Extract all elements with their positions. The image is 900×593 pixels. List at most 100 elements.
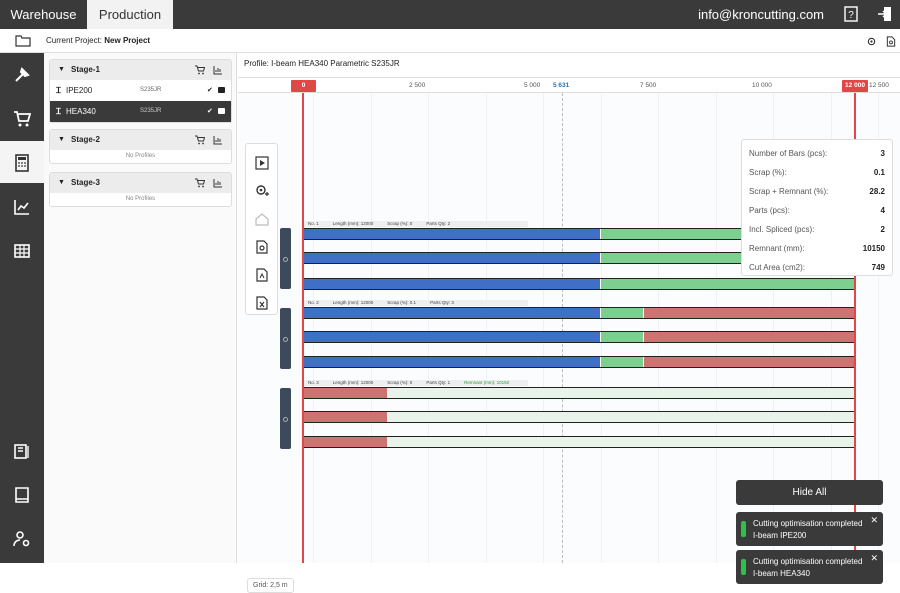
hide-all-button[interactable]: Hide All: [736, 480, 883, 505]
part-segment[interactable]: [304, 437, 387, 447]
logout-icon[interactable]: [877, 6, 893, 22]
part-segment[interactable]: [304, 357, 600, 367]
chevron-down-icon[interactable]: ▼: [58, 179, 65, 186]
part-segment[interactable]: [304, 388, 387, 398]
empty-stage-text: No Profiles: [125, 153, 156, 159]
part-segment[interactable]: [601, 357, 643, 367]
group-toggle-button[interactable]: [280, 388, 291, 449]
help-icon[interactable]: ?: [843, 6, 859, 22]
nav-tools[interactable]: [0, 53, 44, 95]
nav-cart[interactable]: [0, 97, 44, 139]
chart-icon[interactable]: [213, 65, 223, 75]
nav-user-settings[interactable]: [0, 517, 44, 559]
bar[interactable]: [304, 356, 854, 368]
bar[interactable]: [304, 387, 854, 399]
part-segment[interactable]: [601, 308, 643, 318]
bar[interactable]: [304, 228, 854, 240]
empty-stage-text: No Profiles: [125, 196, 156, 202]
stage-header[interactable]: ▼ Stage-2: [50, 130, 231, 150]
group-parts: Parts Qty: 2: [426, 221, 451, 226]
group-length: Length (mm): 12000: [332, 221, 374, 226]
part-segment[interactable]: [601, 229, 854, 239]
part-segment[interactable]: [601, 332, 643, 342]
stat-value: 28.2: [869, 187, 885, 196]
stage-header[interactable]: ▼ Stage-3: [50, 173, 231, 193]
settings-icon[interactable]: [866, 36, 877, 47]
cart-icon[interactable]: [195, 65, 205, 75]
excel-icon[interactable]: [255, 296, 269, 310]
bar[interactable]: [304, 278, 854, 290]
part-segment[interactable]: [304, 279, 600, 289]
part-segment[interactable]: [304, 308, 600, 318]
part-segment[interactable]: [304, 332, 600, 342]
ruler-tick: 10 000: [752, 82, 772, 89]
play-icon[interactable]: [255, 156, 269, 170]
bar[interactable]: [304, 411, 854, 423]
close-icon[interactable]: ✕: [870, 553, 878, 563]
chart-icon[interactable]: [213, 135, 223, 145]
nav-reports[interactable]: [0, 185, 44, 227]
bar[interactable]: [304, 331, 854, 343]
part-segment[interactable]: [644, 308, 854, 318]
chart-icon[interactable]: [213, 178, 223, 188]
part-segment[interactable]: [304, 412, 387, 422]
group-scrap: Scrap (%): 0: [387, 221, 413, 226]
nav-table[interactable]: [0, 229, 44, 271]
bar[interactable]: [304, 307, 854, 319]
left-nav: [0, 53, 44, 563]
close-icon[interactable]: ✕: [870, 515, 878, 525]
stat-value: 749: [871, 263, 885, 272]
part-segment[interactable]: [601, 253, 854, 263]
grid-size-label[interactable]: Grid: 2,5 m: [247, 578, 294, 593]
part-segment[interactable]: [304, 253, 600, 263]
export-document-icon[interactable]: [886, 36, 896, 47]
stage-header[interactable]: ▼ Stage-1: [50, 60, 231, 80]
bar[interactable]: [304, 436, 854, 448]
part-segment[interactable]: [304, 229, 600, 239]
nav-book[interactable]: [0, 473, 44, 515]
bar[interactable]: [304, 252, 854, 264]
pdf-icon[interactable]: [255, 268, 269, 282]
group-info: No. 2 Length (mm): 12000 Scrap (%): 0.1 Par…: [304, 300, 528, 306]
part-segment[interactable]: [644, 332, 854, 342]
cart-icon[interactable]: [195, 135, 205, 145]
settings-add-icon[interactable]: [255, 184, 269, 198]
lock-icon[interactable]: [218, 87, 225, 93]
tab-production[interactable]: Production: [87, 0, 173, 29]
ruler-start-marker[interactable]: 0: [291, 80, 316, 92]
cart-icon: [14, 111, 31, 127]
ruler-end-marker[interactable]: 12 000: [842, 80, 868, 92]
user-settings-icon: [13, 531, 30, 547]
profile-row-selected[interactable]: Ꮖ HEA340 S235JR ✔: [50, 101, 231, 122]
lock-icon[interactable]: [218, 108, 225, 114]
stat-row: Number of Bars (pcs): 3: [749, 144, 885, 163]
home-icon[interactable]: [255, 212, 269, 226]
cart-icon[interactable]: [195, 178, 205, 188]
grid-line: [716, 93, 717, 563]
stat-value: 10150: [862, 244, 885, 253]
toast-detail: I-beam IPE200: [753, 531, 807, 540]
profile-row[interactable]: Ꮖ IPE200 S235JR ✔: [50, 80, 231, 101]
notification-toast: Cutting optimisation completed I-beam IP…: [736, 512, 883, 546]
folder-icon[interactable]: [15, 35, 31, 47]
group-number: No. 3: [308, 380, 319, 385]
group-length: Length (mm): 12000: [332, 300, 374, 305]
grid-line: [428, 93, 429, 563]
cutting-plan-area: Profile: I-beam HEA340 Parametric S235JR…: [238, 53, 900, 593]
eye-icon: [283, 416, 288, 422]
account-email[interactable]: info@kroncutting.com: [698, 7, 824, 22]
group-toggle-button[interactable]: [280, 228, 291, 289]
part-segment[interactable]: [644, 357, 854, 367]
nav-machine[interactable]: [0, 429, 44, 471]
stage-card: ▼ Stage-1 Ꮖ IPE200 S235JR ✔ Ꮖ HEA340 S23…: [49, 59, 232, 123]
chevron-down-icon[interactable]: ▼: [58, 66, 65, 73]
chevron-down-icon[interactable]: ▼: [58, 136, 65, 143]
nav-calculator[interactable]: [0, 141, 44, 183]
stat-row: Scrap (%): 0.1: [749, 163, 885, 182]
plot-canvas[interactable]: No. 1 Length (mm): 12000 Scrap (%): 0 Parts…: [238, 93, 900, 593]
group-toggle-button[interactable]: [280, 308, 291, 369]
document-settings-icon[interactable]: [255, 240, 269, 254]
success-indicator: [741, 559, 746, 575]
tab-warehouse[interactable]: Warehouse: [10, 7, 77, 22]
part-segment[interactable]: [601, 279, 854, 289]
